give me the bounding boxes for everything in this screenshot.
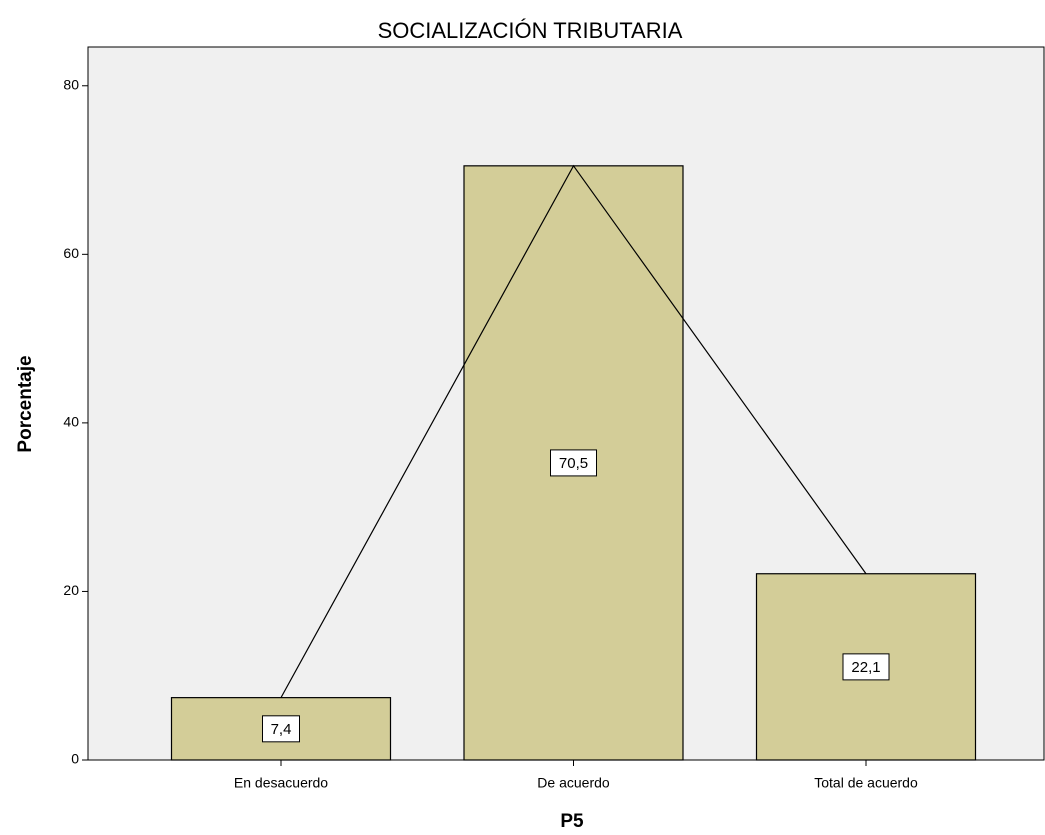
value-label: 70,5 bbox=[559, 455, 588, 472]
line-overlay bbox=[280, 164, 867, 698]
value-label: 22,1 bbox=[851, 659, 880, 676]
value-label: 7,4 bbox=[271, 721, 292, 738]
x-tick-label: De acuerdo bbox=[537, 775, 610, 791]
y-axis-title: Porcentaje bbox=[15, 355, 36, 452]
y-tick-label: 20 bbox=[63, 582, 79, 598]
y-tick-label: 80 bbox=[63, 76, 79, 92]
value-label-box bbox=[550, 449, 597, 477]
value-label-box bbox=[262, 715, 300, 743]
y-tick-label: 0 bbox=[71, 751, 79, 767]
value-label-box bbox=[842, 653, 890, 681]
x-axis-title: P5 bbox=[560, 811, 584, 832]
y-tick-label: 40 bbox=[63, 414, 79, 430]
x-tick-label: Total de acuerdo bbox=[814, 775, 918, 791]
chart-title: SOCIALIZACIÓN TRIBUTARIA bbox=[378, 18, 683, 43]
x-tick-label: En desacuerdo bbox=[234, 775, 328, 791]
y-tick-label: 60 bbox=[63, 245, 79, 261]
